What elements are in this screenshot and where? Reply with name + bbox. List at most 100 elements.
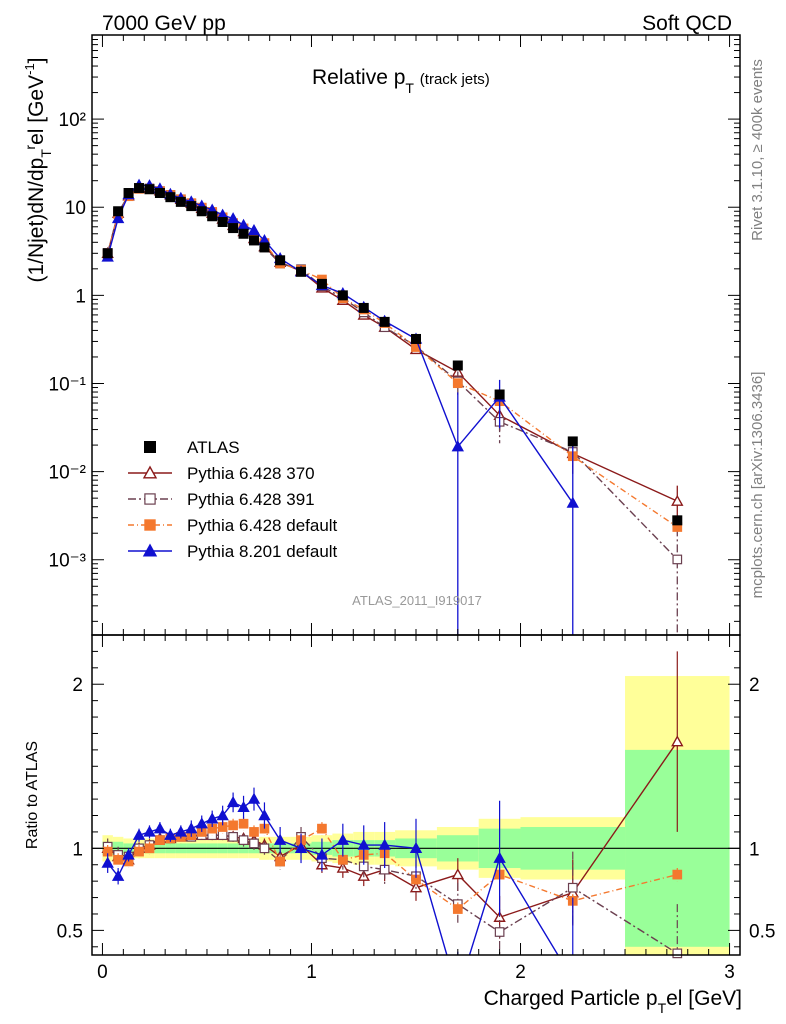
ratio-point: [357, 838, 370, 850]
data-point: [411, 333, 421, 344]
ratio-tick-label-right: 1: [749, 839, 760, 860]
legend-marker: [144, 519, 156, 531]
ratio-tick-label-right: 0.5: [749, 921, 775, 942]
ratio-point: [238, 818, 249, 829]
data-point: [672, 515, 683, 526]
ratio-point: [164, 828, 177, 840]
y-axis-label: (1/Njet)dN/dpTrel [GeV-1]: [22, 57, 54, 282]
data-point: [296, 266, 307, 277]
ratio-point: [206, 812, 219, 824]
data-point: [196, 206, 207, 217]
legend-entry-2: Pythia 6.428 391: [128, 490, 315, 509]
legend-label: Pythia 6.428 391: [187, 490, 315, 509]
data-point: [207, 211, 218, 222]
ratio-point: [315, 848, 329, 860]
x-tick-label: 2: [515, 962, 526, 983]
data-point: [316, 278, 327, 289]
main-point: [566, 496, 579, 508]
y-tick-label: 10⁻¹: [49, 374, 87, 395]
ratio-point: [337, 854, 348, 865]
legend-entry-0: ATLAS: [144, 438, 240, 457]
ratio-point: [228, 831, 238, 842]
main-point: [247, 223, 261, 236]
data-point: [452, 360, 463, 371]
main-point: [672, 554, 683, 565]
ratio-point: [185, 822, 198, 834]
ratio-point: [273, 833, 287, 845]
ratio-point: [671, 735, 684, 747]
main-point: [226, 212, 240, 224]
ratio-point: [237, 800, 250, 813]
ratio-point: [155, 835, 165, 845]
main-point: [452, 378, 463, 389]
ratio-point: [452, 904, 463, 914]
y-tick-label: 1: [75, 286, 86, 307]
ratio-point: [336, 833, 350, 845]
ratio-point: [238, 835, 249, 845]
ratio-point: [409, 841, 423, 854]
data-point: [358, 302, 369, 313]
ratio-point: [101, 856, 114, 868]
legend-label: Pythia 8.201 default: [187, 542, 338, 561]
series-group: [101, 178, 684, 959]
ratio-tick-label: 1: [72, 839, 83, 860]
ratio-point: [672, 869, 683, 880]
ratio-point: [113, 854, 123, 865]
main-point: [671, 494, 684, 506]
data-point: [567, 436, 578, 447]
rivet-label: Rivet 3.1.10, ≥ 400k events: [749, 59, 766, 241]
header-energy: 7000 GeV pp: [102, 12, 226, 35]
ratio-tick-label: 2: [72, 675, 83, 696]
data-point: [113, 206, 124, 217]
ratio-point: [494, 927, 505, 937]
ratio-point: [378, 838, 391, 850]
data-point: [249, 235, 259, 246]
data-point: [259, 242, 270, 253]
data-point: [217, 216, 228, 227]
main-series-line: [107, 184, 574, 504]
legend-marker: [144, 441, 156, 453]
legend-marker: [142, 543, 158, 557]
header-category: Soft QCD: [642, 12, 732, 35]
ratio-point: [195, 817, 208, 829]
legend-label: Pythia 6.428 370: [187, 464, 315, 483]
ratio-point: [144, 843, 155, 854]
ratio-point: [153, 822, 167, 834]
x-axis-label: Charged Particle pTel [GeV]: [484, 987, 742, 1016]
data-point: [238, 228, 249, 239]
ratio-point: [258, 809, 271, 821]
legend-label: Pythia 6.428 default: [187, 516, 338, 535]
ratio-point: [451, 868, 464, 880]
data-point: [102, 248, 113, 259]
analysis-id: ATLAS_2011_I919017: [352, 593, 482, 608]
data-series-atlas: [102, 183, 683, 526]
y-tick-label: 10⁻³: [49, 551, 87, 572]
data-point: [337, 290, 348, 301]
data-point: [186, 201, 197, 212]
ratio-point: [134, 846, 144, 857]
main-point: [451, 440, 464, 452]
data-point: [154, 188, 165, 199]
ratio-point: [672, 948, 683, 959]
ratio-tick-label: 0.5: [57, 921, 83, 942]
ratio-y-axis-label: Ratio to ATLAS: [24, 741, 41, 849]
chart-title: Relative pT (track jets): [312, 66, 490, 96]
x-tick-label: 3: [724, 962, 735, 983]
ratio-point: [217, 830, 228, 841]
ratio-point: [247, 792, 261, 804]
data-point: [175, 196, 186, 207]
ratio-tick-label-right: 2: [749, 675, 760, 696]
legend-marker: [142, 465, 158, 479]
legend-marker: [144, 493, 156, 505]
ratio-point: [226, 795, 240, 808]
ratio-point: [174, 825, 188, 837]
legend-entry-4: Pythia 8.201 default: [128, 542, 338, 561]
data-point: [379, 316, 390, 327]
legend-entry-1: Pythia 6.428 370: [128, 464, 315, 483]
ratio-point: [259, 843, 270, 854]
y-tick-label: 10²: [59, 110, 86, 131]
data-point: [275, 255, 286, 266]
ratio-point: [111, 869, 125, 881]
ratio-bands-group: [102, 676, 730, 955]
